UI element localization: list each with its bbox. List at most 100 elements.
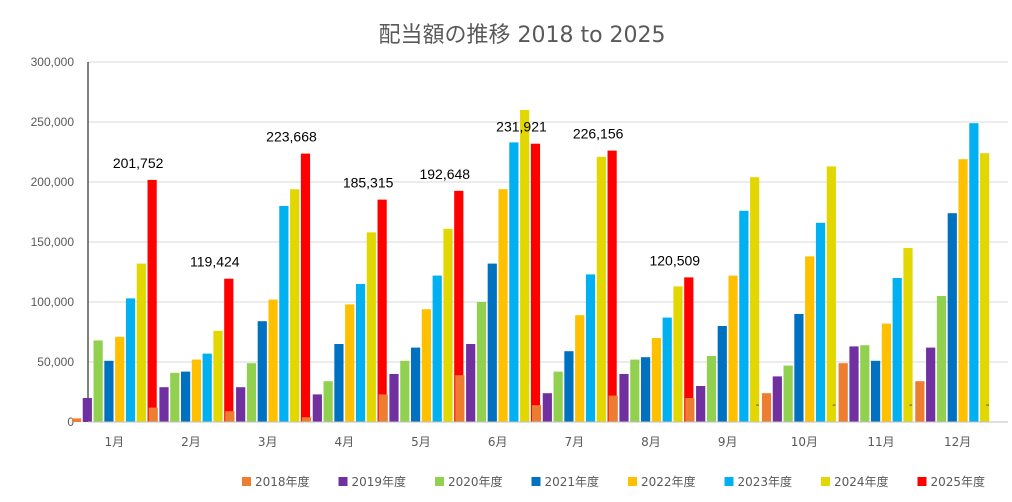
x-tick-label: 7月 bbox=[565, 435, 585, 449]
bar-2022年度-9月 bbox=[728, 275, 738, 422]
x-tick-label: 11月 bbox=[867, 435, 894, 449]
legend-swatch bbox=[531, 477, 541, 486]
bar-2018年度-10月 bbox=[761, 393, 772, 422]
y-tick-label: 0 bbox=[67, 415, 74, 429]
bar-2025年度-2月 bbox=[224, 278, 234, 422]
x-tick-label: 10月 bbox=[791, 435, 818, 449]
legend-label: 2025年度 bbox=[931, 474, 986, 489]
data-label: 226,156 bbox=[573, 126, 624, 142]
bar-2020年度-10月 bbox=[783, 365, 793, 422]
legend-swatch bbox=[242, 477, 251, 486]
data-label: 231,921 bbox=[496, 119, 547, 135]
legend-swatch bbox=[435, 477, 444, 486]
legend-swatch bbox=[821, 477, 830, 486]
bar-2020年度-3月 bbox=[246, 363, 257, 422]
bar-2024年度-5月 bbox=[443, 228, 453, 422]
data-label: - bbox=[909, 399, 913, 411]
bar-2021年度-10月 bbox=[794, 314, 804, 422]
bar-2019年度-8月 bbox=[619, 374, 629, 422]
y-tick-label: 200,000 bbox=[31, 175, 75, 189]
data-label: - bbox=[832, 399, 836, 411]
bar-2022年度-5月 bbox=[421, 309, 431, 422]
bar-2022年度-4月 bbox=[345, 304, 355, 422]
x-tick-label: 9月 bbox=[718, 435, 738, 449]
bar-2021年度-4月 bbox=[334, 344, 344, 422]
bar-2019年度-10月 bbox=[772, 376, 782, 422]
data-label: 192,648 bbox=[419, 166, 470, 182]
data-label: 119,424 bbox=[190, 254, 240, 270]
bar-2024年度-12月 bbox=[980, 153, 990, 422]
bar-2019年度-1月 bbox=[82, 398, 92, 422]
bar-2018年度-5月 bbox=[378, 394, 388, 422]
bar-2023年度-10月 bbox=[815, 222, 826, 422]
bar-2020年度-4月 bbox=[323, 381, 333, 422]
bar-2023年度-2月 bbox=[202, 353, 212, 422]
bar-2022年度-6月 bbox=[498, 189, 508, 422]
bar-2023年度-9月 bbox=[739, 210, 749, 422]
bar-2022年度-8月 bbox=[651, 338, 661, 422]
data-label: 185,315 bbox=[343, 175, 394, 191]
bar-2020年度-1月 bbox=[93, 340, 103, 422]
bar-2021年度-3月 bbox=[257, 321, 267, 422]
bar-2019年度-9月 bbox=[696, 386, 706, 422]
bar-2018年度-11月 bbox=[838, 363, 848, 422]
bar-2019年度-11月 bbox=[849, 346, 859, 422]
bar-2020年度-12月 bbox=[936, 296, 947, 422]
bar-2022年度-12月 bbox=[958, 159, 968, 422]
bar-2023年度-5月 bbox=[432, 275, 442, 422]
bar-2023年度-12月 bbox=[969, 123, 979, 422]
y-tick-label: 250,000 bbox=[31, 115, 75, 129]
bar-2020年度-7月 bbox=[553, 371, 563, 422]
bar-2022年度-11月 bbox=[881, 323, 891, 422]
bar-2023年度-4月 bbox=[355, 284, 366, 422]
bar-2019年度-5月 bbox=[389, 374, 399, 422]
x-tick-label: 3月 bbox=[258, 435, 278, 449]
bar-2024年度-3月 bbox=[290, 189, 300, 422]
bars bbox=[71, 110, 990, 423]
legend-label: 2022年度 bbox=[641, 474, 696, 489]
bar-2025年度-6月 bbox=[530, 143, 541, 422]
bar-2024年度-4月 bbox=[366, 232, 376, 422]
y-tick-label: 50,000 bbox=[37, 355, 74, 369]
bar-2025年度-5月 bbox=[454, 190, 464, 422]
y-axis: 0 50,000 100,000 150,000 200,000 250,000 300,0… bbox=[31, 55, 89, 429]
legend: 2018年度 2019年度 2020年度 2021年度 2022年度 2023年度 2024… bbox=[242, 474, 985, 489]
bar-2024年度-8月 bbox=[673, 286, 683, 422]
bar-2018年度-3月 bbox=[225, 411, 235, 422]
bar-2018年度-8月 bbox=[608, 395, 618, 422]
bar-2022年度-2月 bbox=[191, 359, 201, 422]
x-tick-label: 6月 bbox=[488, 435, 508, 449]
x-tick-label: 1月 bbox=[105, 435, 125, 449]
x-axis: 1月 2月 3月 4月 5月 6月 7月 8月 9月 10月 11月 12月 bbox=[88, 421, 1008, 449]
bar-2024年度-2月 bbox=[213, 330, 223, 422]
bar-2022年度-10月 bbox=[805, 256, 815, 422]
bar-2020年度-11月 bbox=[860, 345, 870, 422]
bar-2022年度-7月 bbox=[575, 315, 585, 422]
y-tick-label: 300,000 bbox=[31, 55, 75, 69]
bar-2021年度-2月 bbox=[181, 371, 191, 422]
bar-2024年度-1月 bbox=[136, 263, 146, 422]
bar-2020年度-2月 bbox=[170, 372, 180, 422]
bar-2019年度-7月 bbox=[542, 393, 552, 422]
bar-2023年度-6月 bbox=[509, 142, 519, 422]
bar-2024年度-11月 bbox=[903, 248, 913, 422]
bar-2025年度-8月 bbox=[684, 277, 694, 422]
data-label: 201,752 bbox=[113, 155, 164, 171]
data-label: - bbox=[986, 399, 990, 411]
chart-title: 配当額の推移 2018 to 2025 bbox=[378, 23, 665, 48]
data-label: 223,668 bbox=[266, 129, 317, 145]
bar-2018年度-6月 bbox=[455, 375, 465, 422]
bar-2019年度-12月 bbox=[926, 347, 936, 422]
bar-2025年度-3月 bbox=[300, 153, 311, 422]
bar-2020年度-8月 bbox=[630, 359, 640, 422]
bar-2023年度-11月 bbox=[892, 278, 902, 422]
legend-swatch bbox=[917, 477, 927, 486]
y-tick-label: 150,000 bbox=[31, 235, 75, 249]
bar-2023年度-1月 bbox=[125, 298, 136, 422]
legend-label: 2018年度 bbox=[255, 474, 310, 489]
bar-2024年度-10月 bbox=[826, 166, 836, 422]
bar-2023年度-3月 bbox=[279, 206, 289, 422]
bar-2022年度-3月 bbox=[268, 299, 278, 422]
bar-2018年度-4月 bbox=[301, 417, 312, 422]
bar-2025年度-1月 bbox=[147, 179, 157, 422]
